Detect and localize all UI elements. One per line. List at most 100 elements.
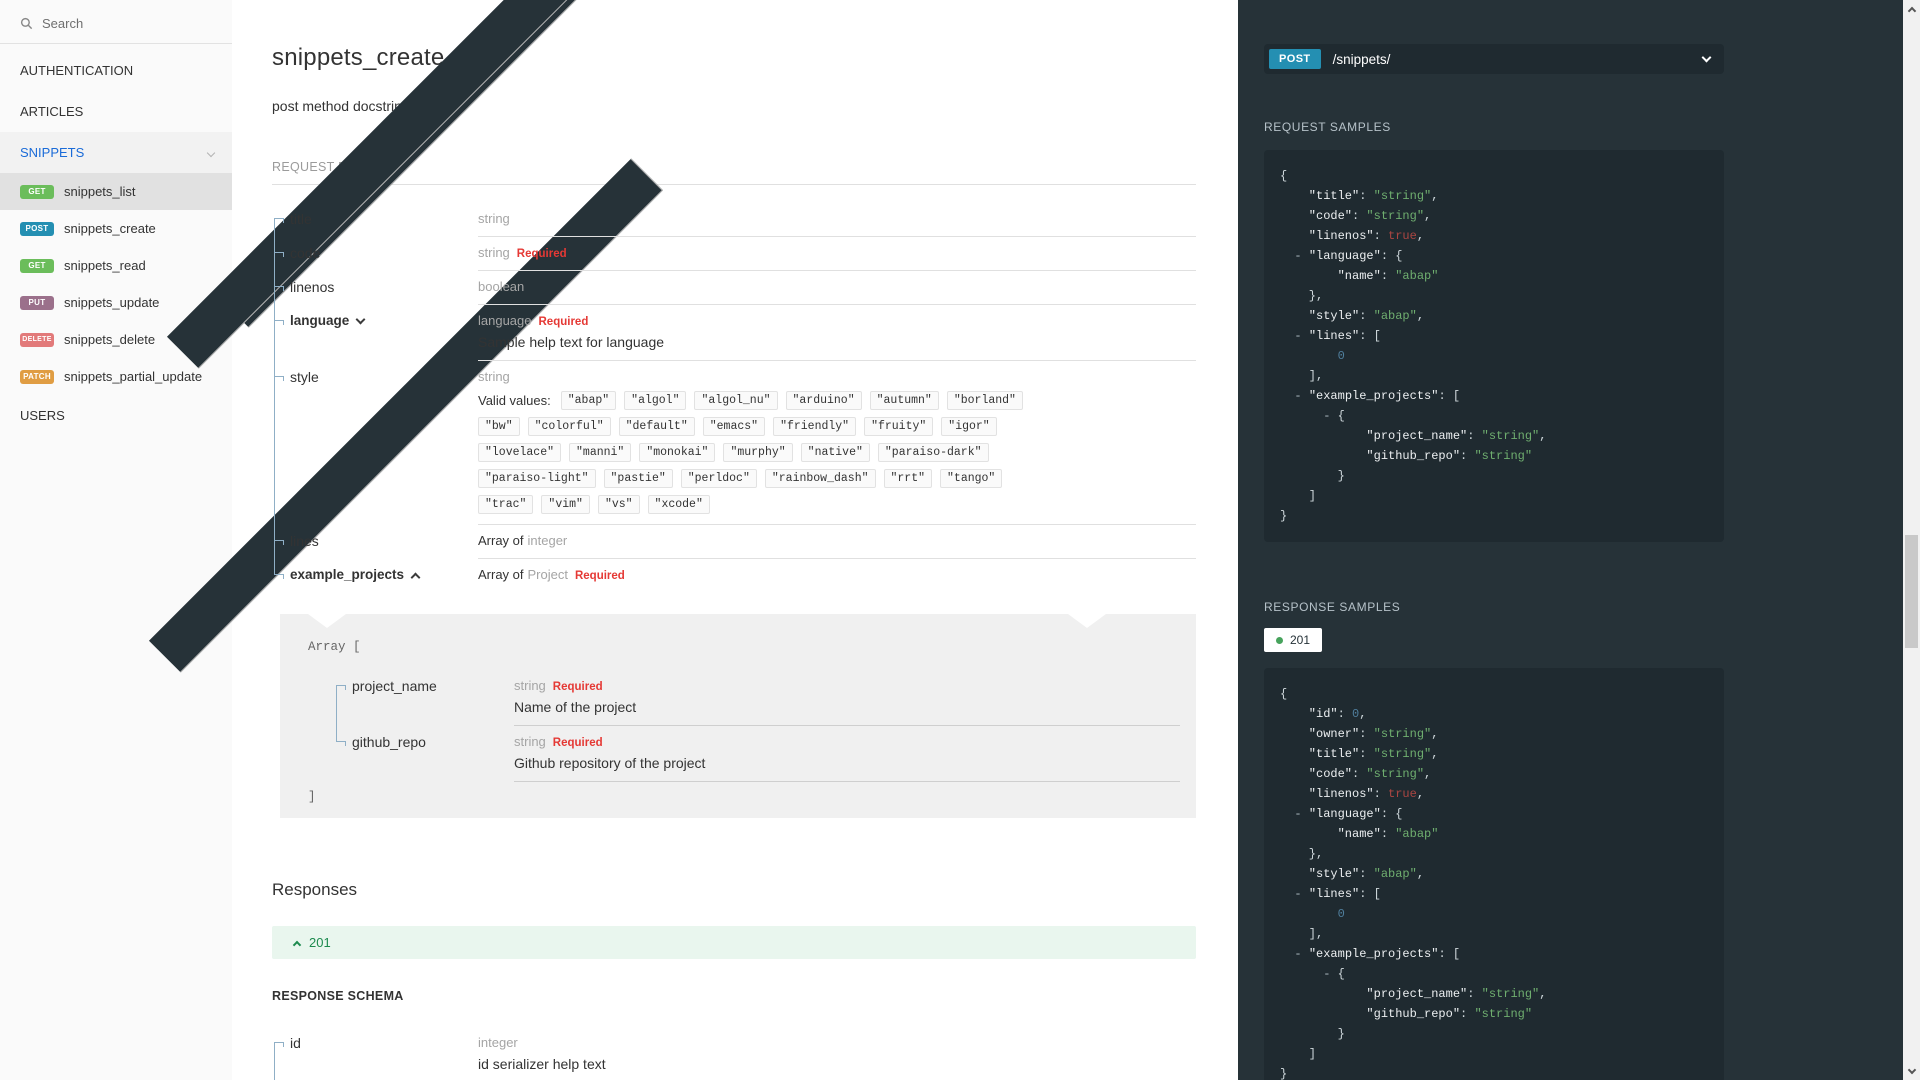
field-row-code: code string Required xyxy=(272,237,1196,271)
field-name: title xyxy=(290,211,312,227)
request-sample-code[interactable]: { "title": "string", "code": "string", "… xyxy=(1264,150,1724,542)
valid-value-chip: "paraiso-dark" xyxy=(877,443,989,462)
field-row-project-name: project_name string Required Name of the … xyxy=(334,670,1180,726)
field-row-linenos: linenos boolean xyxy=(272,271,1196,305)
code-line: - "language": { xyxy=(1280,807,1403,821)
valid-value-chip: "pastie" xyxy=(603,469,673,488)
box-notch xyxy=(1068,614,1106,628)
method-badge: DELETE xyxy=(20,332,54,347)
valid-value-chip: "autumn" xyxy=(869,391,939,410)
code-line: "code": "string", xyxy=(1280,767,1432,781)
chevron-down-icon xyxy=(1907,1065,1916,1074)
scrollbar-thumb[interactable] xyxy=(1905,535,1918,648)
main-content: snippets_create post method docstring RE… xyxy=(232,0,1238,1080)
valid-value-chip: "borland" xyxy=(946,391,1023,410)
sidebar-item-snippets_create[interactable]: POST snippets_create xyxy=(0,210,232,247)
request-body-fields: title string code string Required linenos… xyxy=(272,203,1196,592)
valid-value-chip: "monokai" xyxy=(639,443,716,462)
response-code: 201 xyxy=(309,935,331,950)
valid-value-chip: "paraiso-light" xyxy=(478,469,596,488)
required-badge: Required xyxy=(552,681,603,693)
sidebar-item-label: snippets_list xyxy=(64,184,136,199)
valid-value-chip: "emacs" xyxy=(702,417,766,436)
code-line: "project_name": "string", xyxy=(1280,429,1547,443)
field-type: integer xyxy=(527,533,568,548)
code-line: - "language": { xyxy=(1280,249,1403,263)
sidebar-item-users[interactable]: USERS xyxy=(0,158,663,673)
code-line: } xyxy=(1280,469,1345,483)
valid-value-chip: "bw" xyxy=(478,417,520,436)
code-line: }, xyxy=(1280,289,1324,303)
method-badge: GET xyxy=(20,258,54,273)
sidebar-item-snippets_partial_update[interactable]: PATCH snippets_partial_update xyxy=(0,358,232,395)
method-badge: POST xyxy=(20,221,54,236)
chevron-down-icon xyxy=(355,314,366,325)
field-type: integer xyxy=(478,1035,518,1050)
field-type: string xyxy=(514,734,546,749)
code-line: - { xyxy=(1280,409,1345,423)
code-line: "name": "abap" xyxy=(1280,827,1439,841)
field-name-expander[interactable]: language xyxy=(290,305,478,361)
field-name: linenos xyxy=(290,279,335,295)
sidebar-item-label: snippets_read xyxy=(64,258,146,273)
code-line: "code": "string", xyxy=(1280,209,1432,223)
field-name: project_name xyxy=(352,678,437,694)
field-row-title: title string xyxy=(272,203,1196,237)
sidebar: AUTHENTICATION ARTICLES SNIPPETS GET snip… xyxy=(0,0,732,1080)
field-type: Project xyxy=(527,567,568,582)
sidebar-item-authentication[interactable]: AUTHENTICATION xyxy=(0,0,732,328)
response-sample-tab-201[interactable]: 201 xyxy=(1264,628,1323,652)
response-schema-fields: id integer id serializer help text owner… xyxy=(272,1027,1196,1080)
code-line: "title": "string", xyxy=(1280,747,1439,761)
valid-value-chip: "manni" xyxy=(569,443,632,462)
code-line: "github_repo": "string" xyxy=(1280,1007,1533,1021)
field-help-text: Name of the project xyxy=(514,699,637,715)
sidebar-section-label: AUTHENTICATION xyxy=(20,63,134,78)
required-badge: Required xyxy=(516,248,567,260)
sidebar-item-snippets_list[interactable]: GET snippets_list xyxy=(0,173,232,210)
samples-panel: POST /snippets/ REQUEST SAMPLES { "title… xyxy=(1238,0,1920,1080)
sidebar-section-label: ARTICLES xyxy=(20,104,84,119)
field-type: string xyxy=(478,245,510,260)
code-line: "linenos": true, xyxy=(1280,787,1425,801)
valid-value-chip: "rainbow_dash" xyxy=(764,469,876,488)
sidebar-item-articles[interactable]: ARTICLES xyxy=(0,0,682,369)
chevron-up-icon xyxy=(1907,6,1916,15)
chevron-down-icon xyxy=(206,148,216,157)
field-name-expander[interactable]: example_projects xyxy=(290,559,478,592)
scroll-down-button[interactable] xyxy=(1903,1063,1920,1080)
required-badge: Required xyxy=(574,570,625,582)
search-icon xyxy=(20,17,33,30)
sidebar-item-snippets_read[interactable]: GET snippets_read xyxy=(0,247,232,284)
code-line: "style": "abap", xyxy=(1280,867,1425,881)
operation-docstring: post method docstring xyxy=(272,98,410,114)
page-scrollbar[interactable] xyxy=(1903,0,1920,1080)
valid-value-chip: "vs" xyxy=(597,495,640,514)
code-line: { xyxy=(1280,169,1288,183)
response-tab-label: 201 xyxy=(1290,633,1311,647)
code-line: "linenos": true, xyxy=(1280,229,1425,243)
scroll-up-button[interactable] xyxy=(1903,0,1920,17)
search-input[interactable] xyxy=(42,16,192,31)
valid-value-chip: "tango" xyxy=(940,469,1003,488)
valid-values-label: Valid values: xyxy=(478,393,551,408)
sidebar-item-snippets_delete[interactable]: DELETE snippets_delete xyxy=(0,321,232,358)
code-line: 0 xyxy=(1280,349,1345,363)
endpoint-dropdown[interactable]: POST /snippets/ xyxy=(1264,44,1724,74)
sidebar-item-snippets[interactable]: SNIPPETS xyxy=(0,132,232,173)
code-line: } xyxy=(1280,1027,1345,1041)
sidebar-section-label: SNIPPETS xyxy=(20,145,85,160)
field-row-example-projects: example_projects Array of Project Required xyxy=(272,559,1196,592)
request-samples-heading: REQUEST SAMPLES xyxy=(1264,120,1391,134)
sidebar-item-snippets_update[interactable]: PUT snippets_update xyxy=(0,284,232,321)
search-box[interactable] xyxy=(0,6,232,44)
response-201-expander[interactable]: 201 xyxy=(272,926,1196,959)
method-badge: POST xyxy=(1269,49,1321,69)
field-type: language xyxy=(478,313,532,328)
field-help-text: Github repository of the project xyxy=(514,755,706,771)
code-line: - { xyxy=(1280,967,1345,981)
response-sample-code[interactable]: { "id": 0, "owner": "string", "title": "… xyxy=(1264,668,1724,1080)
field-help-text: Sample help text for language xyxy=(478,334,665,350)
method-badge: PATCH xyxy=(20,369,54,384)
code-line: }, xyxy=(1280,847,1324,861)
